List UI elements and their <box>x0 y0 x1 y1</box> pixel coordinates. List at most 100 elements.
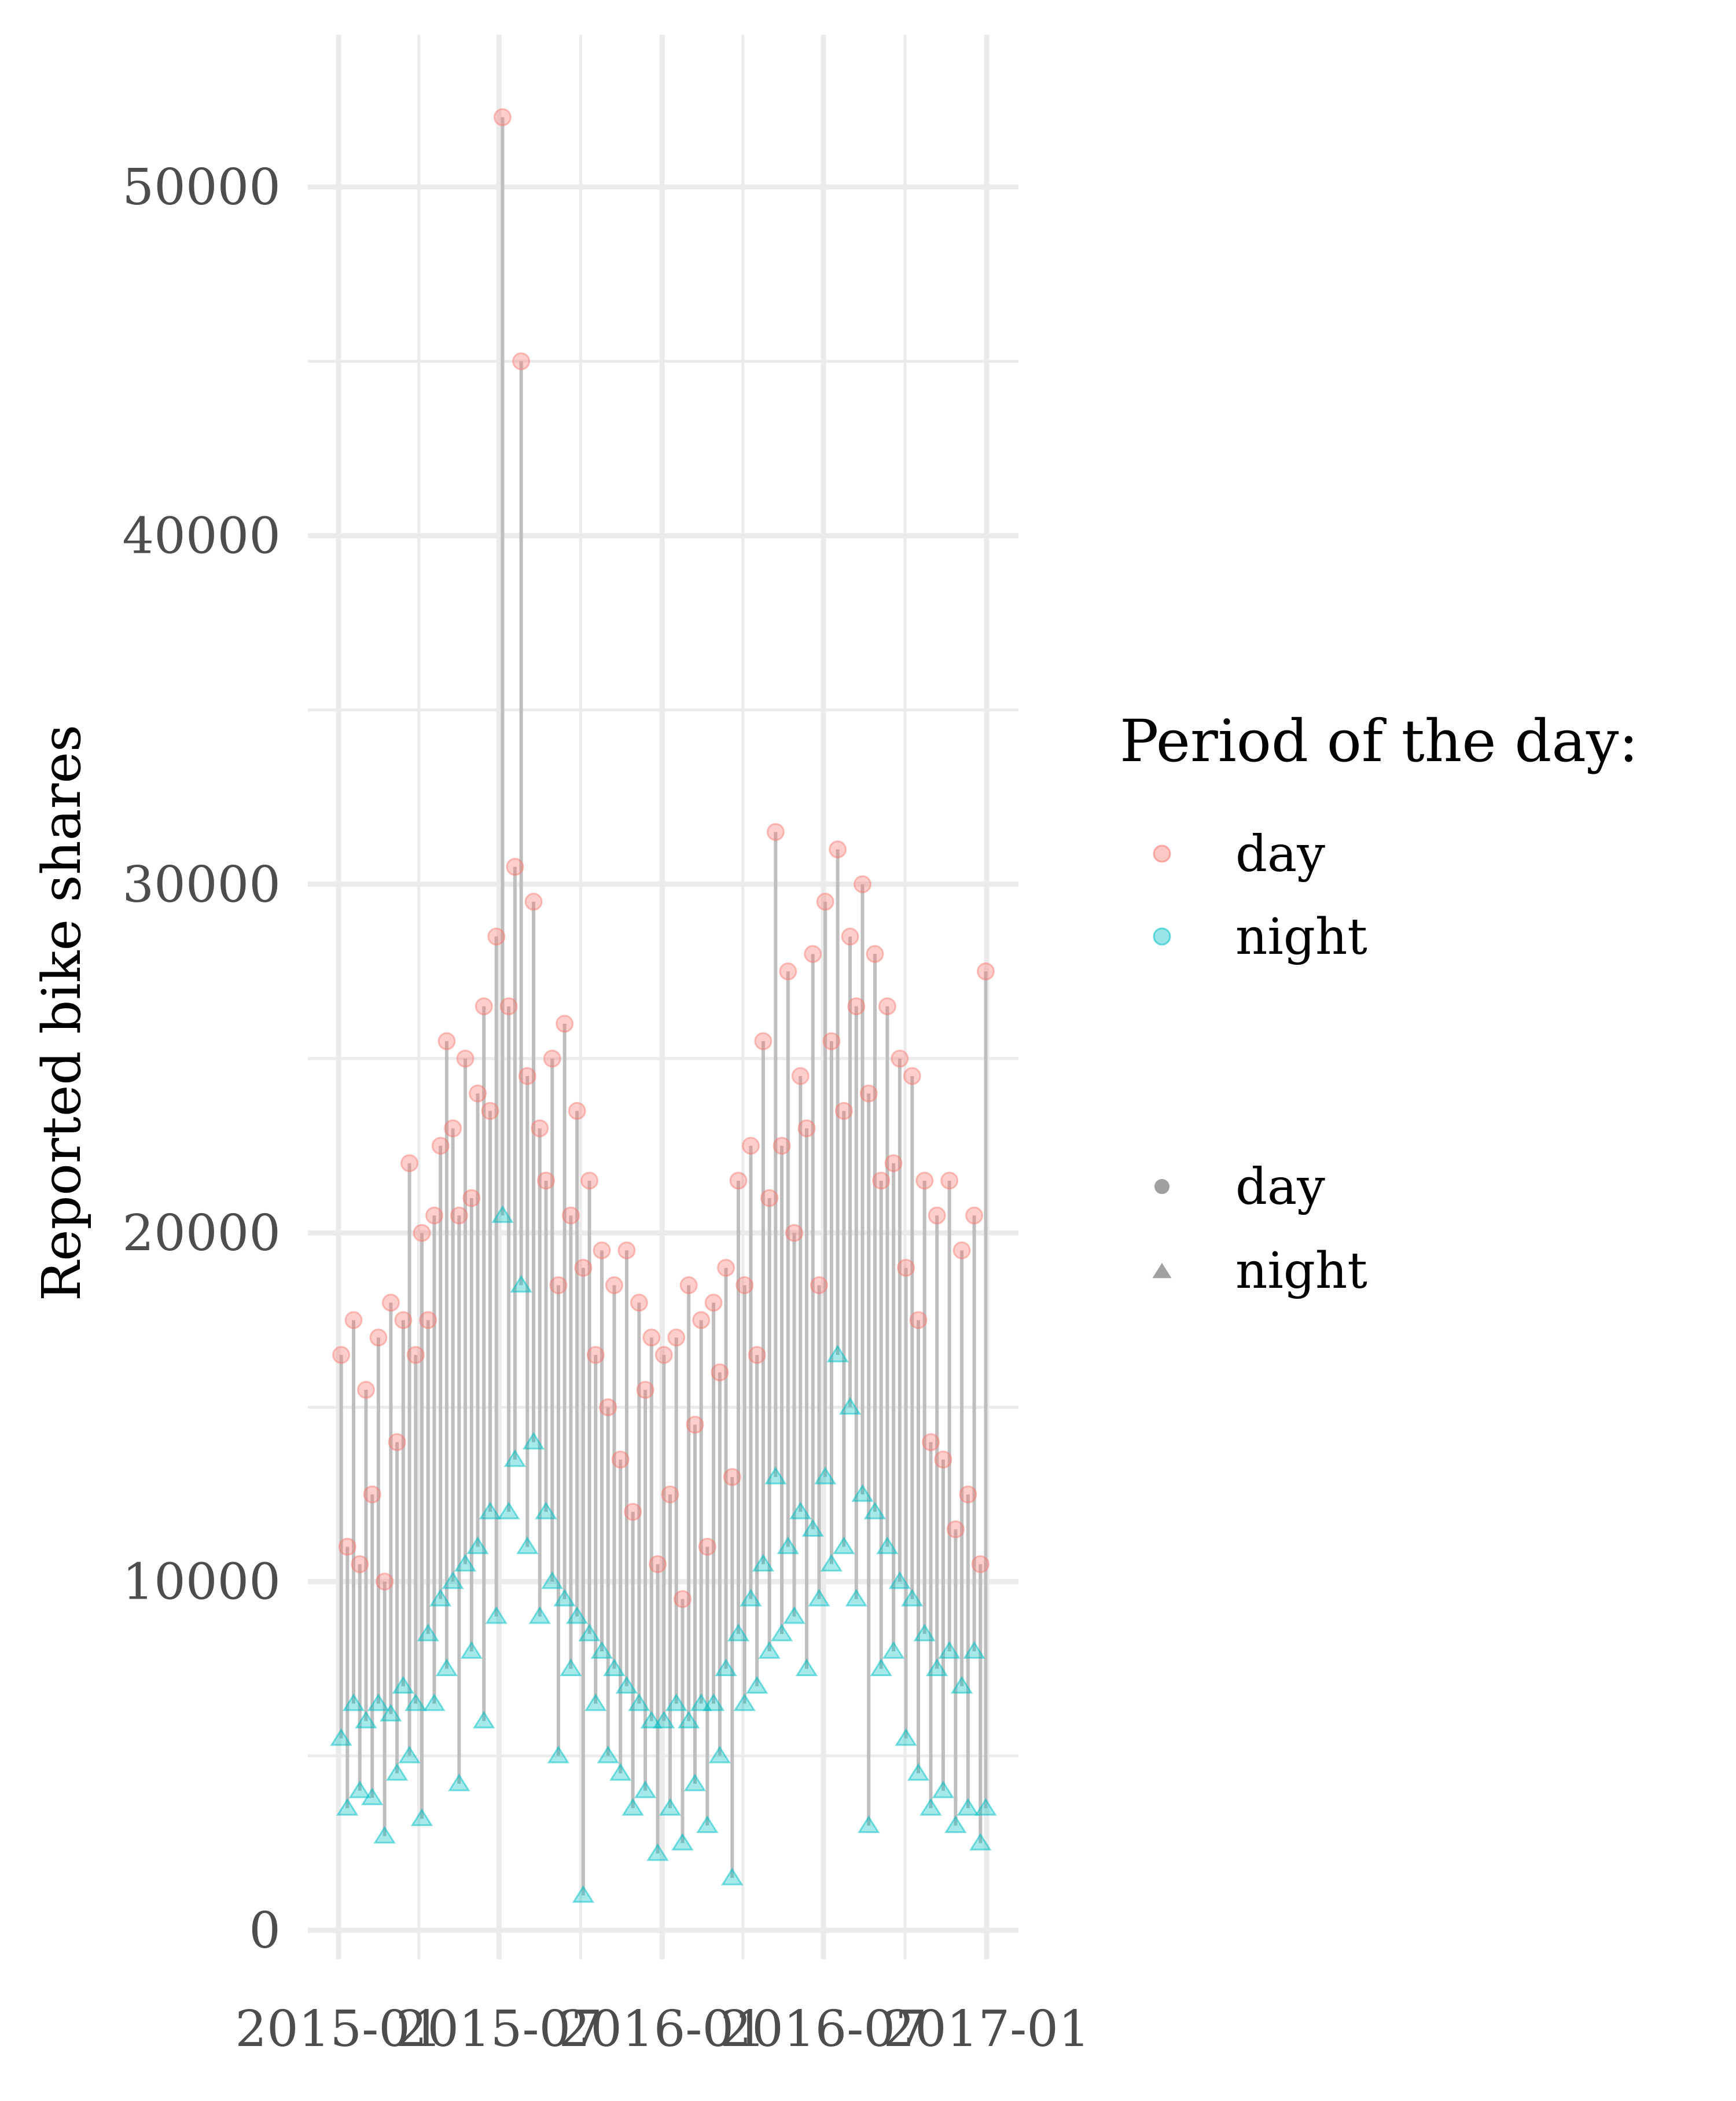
day-point <box>872 1171 891 1190</box>
night-point <box>373 1825 396 1844</box>
legend-color-label: day <box>1235 825 1325 883</box>
day-point <box>388 1433 406 1452</box>
night-point <box>342 1693 365 1711</box>
night-point <box>826 1345 849 1362</box>
day-point <box>754 1032 773 1050</box>
night-point <box>801 1519 824 1537</box>
night-point <box>870 1658 892 1676</box>
day-point <box>531 1119 549 1137</box>
day-point <box>406 1346 425 1364</box>
day-point <box>773 1137 791 1155</box>
day-point <box>394 1311 413 1329</box>
x-tick-label: 2016-01 <box>559 2000 766 2058</box>
night-point <box>380 1703 402 1722</box>
night-point <box>808 1588 830 1607</box>
night-point <box>925 1658 948 1676</box>
day-point <box>419 1311 437 1329</box>
night-point <box>702 1693 725 1711</box>
day-point <box>338 1537 356 1556</box>
day-point <box>537 1171 556 1190</box>
night-point <box>528 1606 551 1624</box>
day-point <box>363 1485 381 1504</box>
day-point <box>586 1346 605 1364</box>
day-point <box>735 1276 754 1295</box>
night-point <box>572 1885 595 1903</box>
night-point <box>814 1467 837 1485</box>
day-point <box>884 1154 903 1173</box>
night-point <box>882 1641 905 1659</box>
night-point <box>957 1798 980 1816</box>
night-point <box>708 1745 731 1764</box>
night-point <box>503 1449 527 1467</box>
night-point <box>876 1536 899 1555</box>
night-point <box>410 1808 433 1826</box>
day-point <box>481 1101 499 1120</box>
day-point <box>729 1171 748 1190</box>
day-point <box>642 1328 661 1347</box>
night-point <box>348 1780 371 1798</box>
day-point <box>816 892 834 911</box>
day-point <box>686 1416 704 1434</box>
night-point <box>590 1641 613 1659</box>
legend-color-key <box>1153 927 1171 946</box>
y-tick-labels: 0 10000 20000 30000 40000 50000 <box>122 159 281 1960</box>
night-point <box>553 1588 576 1607</box>
night-point <box>944 1815 967 1834</box>
night-point <box>417 1623 439 1641</box>
day-point <box>791 1067 810 1085</box>
day-point <box>456 1049 475 1068</box>
y-tick-label: 0 <box>249 1902 281 1960</box>
night-point <box>442 1571 464 1589</box>
y-tick-label: 10000 <box>122 1553 281 1611</box>
day-point <box>959 1485 977 1504</box>
day-point <box>649 1555 667 1573</box>
day-point <box>630 1294 648 1312</box>
night-point <box>671 1832 694 1851</box>
day-point <box>829 840 847 859</box>
day-point <box>810 1276 828 1295</box>
night-point <box>789 1501 812 1519</box>
night-point <box>491 1205 514 1223</box>
night-point <box>398 1745 421 1764</box>
night-point <box>974 1798 997 1816</box>
day-point <box>834 1101 853 1120</box>
day-point <box>692 1311 711 1329</box>
day-point <box>437 1032 456 1050</box>
night-point <box>609 1763 632 1781</box>
day-point <box>636 1380 654 1399</box>
day-point <box>462 1189 481 1207</box>
night-point <box>448 1773 470 1791</box>
day-point <box>965 1206 984 1225</box>
night-point <box>727 1623 750 1641</box>
night-point <box>913 1623 936 1641</box>
night-point <box>820 1553 843 1572</box>
day-point <box>804 945 822 963</box>
night-point <box>795 1658 818 1676</box>
legend-color-label: night <box>1235 908 1367 966</box>
night-point <box>597 1745 619 1764</box>
day-point <box>351 1555 369 1573</box>
day-point <box>903 1067 921 1085</box>
day-point <box>667 1328 686 1347</box>
day-point <box>822 1032 841 1050</box>
night-point <box>367 1693 390 1711</box>
day-point <box>593 1241 611 1259</box>
day-point <box>574 1258 593 1277</box>
x-tick-label: 2017-01 <box>883 2000 1090 2058</box>
day-point <box>897 1258 915 1277</box>
day-point <box>797 1119 816 1137</box>
day-point <box>915 1171 934 1190</box>
night-point <box>547 1745 570 1764</box>
night-point <box>535 1501 557 1519</box>
night-points <box>330 1205 997 1903</box>
night-point <box>901 1588 924 1607</box>
night-point <box>516 1536 539 1555</box>
night-point <box>510 1274 532 1293</box>
day-point <box>673 1590 692 1608</box>
day-point <box>506 858 524 876</box>
day-point <box>976 962 995 980</box>
night-point <box>659 1798 682 1816</box>
day-point <box>847 997 866 1016</box>
night-point <box>485 1606 507 1624</box>
